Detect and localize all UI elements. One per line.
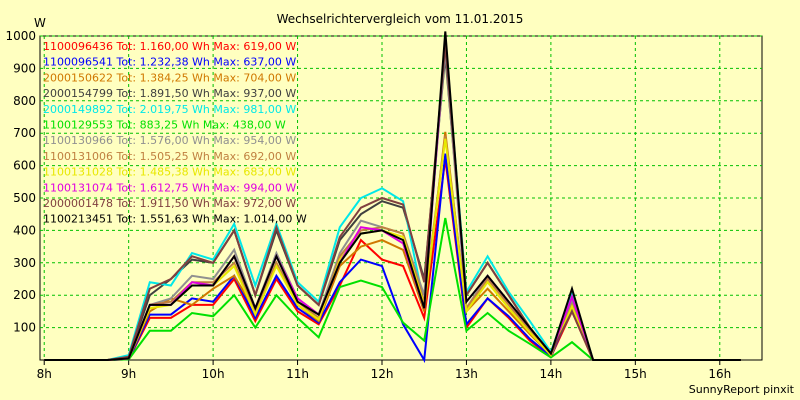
y-tick-label: 300	[13, 256, 36, 270]
x-tick-label: 13h	[455, 367, 478, 381]
y-tick-label: 800	[13, 94, 36, 108]
y-tick-label: 500	[13, 191, 36, 205]
footer-credit: SunnyReport pinxit	[689, 383, 795, 396]
legend-entry: 2000150622 Tot: 1.384,25 Wh Max: 704,00 …	[43, 71, 296, 84]
legend-entry: 2000154799 Tot: 1.891,50 Wh Max: 937,00 …	[43, 87, 296, 100]
x-tick-label: 16h	[708, 367, 731, 381]
legend-entry: 1100096541 Tot: 1.232,38 Wh Max: 637,00 …	[43, 56, 296, 69]
x-tick-label: 15h	[624, 367, 647, 381]
legend-entry: 1100096436 Tot: 1.160,00 Wh Max: 619,00 …	[43, 40, 296, 53]
x-tick-label: 12h	[371, 367, 394, 381]
x-tick-label: 11h	[286, 367, 309, 381]
legend-entry: 1100130966 Tot: 1.576,00 Wh Max: 954,00 …	[43, 134, 296, 147]
legend-entry: 1100131028 Tot: 1.485,38 Wh Max: 683,00 …	[43, 166, 296, 179]
y-tick-label: 100	[13, 321, 36, 335]
y-tick-label: 200	[13, 288, 36, 302]
legend-entry: 2000149892 Tot: 2.019,75 Wh Max: 981,00 …	[43, 103, 296, 116]
y-tick-label: 700	[13, 126, 36, 140]
legend-entry: 2000001478 Tot: 1.911,50 Wh Max: 972,00 …	[43, 197, 296, 210]
legend-entry: 1100213451 Tot: 1.551,63 Wh Max: 1.014,0…	[43, 213, 307, 226]
x-tick-label: 9h	[121, 367, 136, 381]
series-line	[44, 31, 741, 361]
chart-title: Wechselrichtervergleich vom 11.01.2015	[277, 12, 524, 26]
y-axis-unit: W	[34, 16, 46, 30]
y-tick-label: 1000	[5, 29, 36, 43]
y-tick-label: 600	[13, 159, 36, 173]
x-tick-label: 8h	[37, 367, 52, 381]
legend-entry: 1100131006 Tot: 1.505,25 Wh Max: 692,00 …	[43, 150, 296, 163]
legend-entry: 1100129553 Tot: 883,25 Wh Max: 438,00 W	[43, 119, 286, 132]
y-tick-label: 900	[13, 61, 36, 75]
legend-entry: 1100131074 Tot: 1.612,75 Wh Max: 994,00 …	[43, 181, 296, 194]
x-tick-label: 10h	[202, 367, 225, 381]
y-tick-label: 400	[13, 223, 36, 237]
x-tick-label: 14h	[539, 367, 562, 381]
